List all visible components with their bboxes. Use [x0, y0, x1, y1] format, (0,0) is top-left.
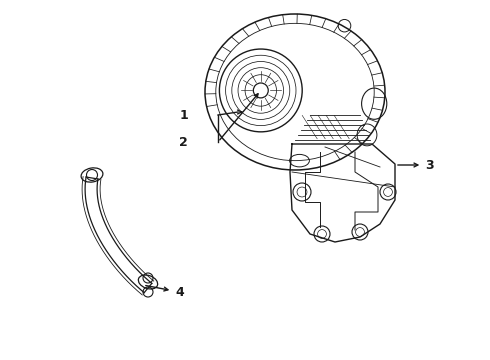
Text: 1: 1 [179, 108, 188, 122]
Text: 4: 4 [146, 285, 184, 298]
Text: 2: 2 [179, 135, 188, 149]
Text: 3: 3 [398, 158, 434, 171]
Circle shape [253, 83, 268, 98]
